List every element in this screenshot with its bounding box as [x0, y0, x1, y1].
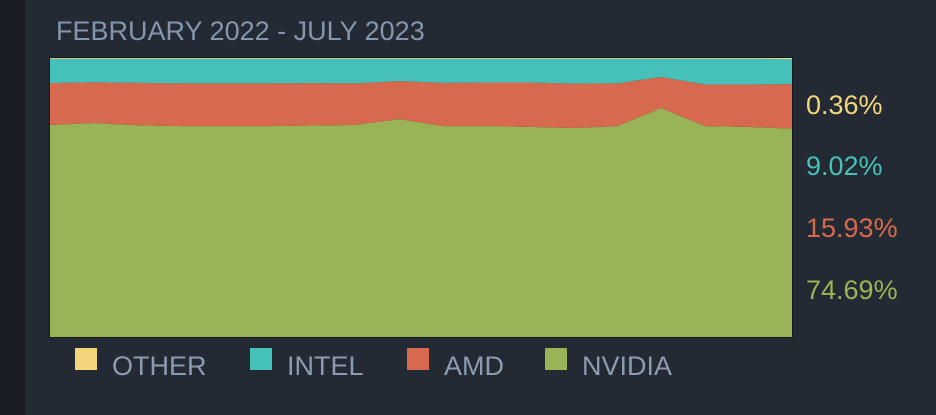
legend-swatch — [407, 348, 429, 370]
area — [50, 76, 792, 129]
legend-label: OTHER — [112, 351, 207, 381]
value-label: 74.69% — [806, 275, 898, 305]
value-label: 15.93% — [806, 213, 898, 243]
chart-title: FEBRUARY 2022 - JULY 2023 — [56, 16, 425, 46]
legend-label: INTEL — [287, 351, 364, 381]
value-label: 9.02% — [806, 151, 883, 181]
legend-swatch — [75, 348, 97, 370]
legend-swatch — [545, 348, 567, 370]
area — [50, 58, 792, 85]
value-label: 0.36% — [806, 90, 883, 120]
legend-label: NVIDIA — [582, 351, 672, 381]
legend-swatch — [250, 348, 272, 370]
area — [50, 107, 792, 337]
legend-label: AMD — [444, 351, 504, 381]
area — [50, 58, 792, 60]
